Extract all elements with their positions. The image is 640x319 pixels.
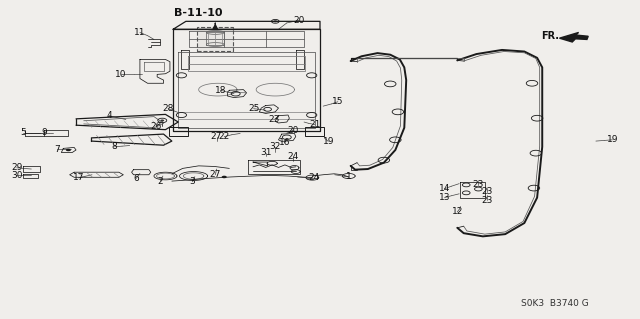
- Text: 4: 4: [106, 111, 112, 120]
- Text: 23: 23: [268, 115, 280, 124]
- Text: 20: 20: [287, 126, 299, 135]
- Text: 11: 11: [134, 28, 146, 37]
- Circle shape: [273, 20, 277, 22]
- Text: 30: 30: [11, 171, 22, 180]
- Text: 20: 20: [293, 16, 305, 25]
- Text: 24: 24: [308, 173, 319, 182]
- Text: S0K3  B3740 G: S0K3 B3740 G: [521, 299, 589, 308]
- Text: 22: 22: [219, 132, 230, 141]
- Text: 29: 29: [11, 163, 22, 172]
- Text: 31: 31: [260, 148, 271, 157]
- Circle shape: [221, 176, 227, 178]
- Text: 24: 24: [287, 152, 299, 161]
- Text: 14: 14: [439, 184, 450, 193]
- Text: 16: 16: [278, 138, 290, 147]
- Text: 5: 5: [20, 128, 26, 137]
- Circle shape: [66, 149, 71, 151]
- Text: 8: 8: [111, 142, 117, 151]
- Text: 7: 7: [54, 145, 60, 154]
- Text: 18: 18: [215, 86, 227, 95]
- Text: 27: 27: [211, 132, 222, 141]
- Text: 9: 9: [41, 128, 47, 137]
- Text: 27: 27: [209, 170, 221, 179]
- Bar: [169, 127, 188, 136]
- Text: 19: 19: [323, 137, 334, 146]
- Text: 13: 13: [439, 193, 451, 202]
- Text: 2: 2: [157, 177, 163, 186]
- Text: 23: 23: [482, 187, 493, 197]
- Text: B-11-10: B-11-10: [175, 8, 223, 19]
- Polygon shape: [559, 33, 588, 42]
- Text: 23: 23: [482, 196, 493, 205]
- Text: 32: 32: [269, 142, 281, 151]
- Text: 17: 17: [73, 174, 84, 182]
- Text: 25: 25: [248, 104, 259, 113]
- Text: 10: 10: [115, 70, 127, 79]
- Text: 3: 3: [189, 177, 195, 186]
- Text: 19: 19: [607, 135, 618, 144]
- Text: 26: 26: [151, 122, 162, 131]
- Text: 12: 12: [452, 207, 463, 216]
- Text: 15: 15: [332, 97, 344, 106]
- Text: 28: 28: [163, 104, 173, 113]
- Bar: [197, 27, 232, 50]
- Text: 21: 21: [309, 120, 321, 129]
- Text: FR.: FR.: [541, 31, 559, 41]
- Bar: [305, 127, 324, 136]
- Text: 23: 23: [473, 181, 484, 189]
- Text: 6: 6: [133, 174, 139, 183]
- Circle shape: [161, 120, 164, 122]
- Text: 1: 1: [346, 173, 351, 182]
